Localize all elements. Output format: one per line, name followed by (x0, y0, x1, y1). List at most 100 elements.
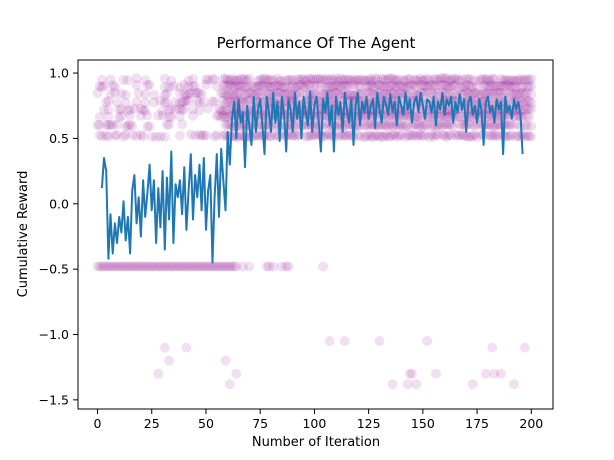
scatter-point (385, 81, 396, 92)
scatter-point (92, 261, 103, 272)
scatter-point (428, 80, 439, 91)
scatter-point (450, 90, 461, 100)
scatter-point (331, 80, 342, 91)
scatter-point (140, 105, 151, 116)
y-tick-label: 1.0 (49, 66, 69, 81)
scatter-point (188, 110, 198, 121)
scatter-point (522, 130, 532, 141)
scatter-point (315, 89, 326, 100)
scatter-point (326, 95, 337, 106)
scatter-point (441, 81, 452, 91)
scatter-point (400, 132, 411, 143)
scatter-point (411, 81, 422, 92)
scatter-point (398, 121, 409, 132)
scatter-point (404, 130, 415, 141)
scatter-point (302, 79, 313, 90)
scatter-point (292, 131, 303, 141)
scatter-point (478, 88, 489, 99)
scatter-point (515, 73, 526, 84)
scatter-point (151, 261, 162, 272)
scatter-point (268, 261, 279, 272)
scatter-point (220, 80, 231, 91)
scatter-point (131, 97, 142, 107)
scatter-point (214, 261, 224, 272)
scatter-point (129, 261, 140, 272)
scatter-point (194, 105, 205, 116)
scatter-point (381, 120, 391, 131)
scatter-point (417, 75, 428, 86)
scatter-point (233, 75, 244, 86)
scatter-point (237, 261, 248, 272)
scatter-point (387, 130, 398, 141)
scatter-point (443, 81, 454, 92)
scatter-point (452, 131, 463, 141)
scatter-point (146, 131, 157, 142)
scatter-point (415, 130, 426, 141)
scatter-point (222, 96, 233, 107)
scatter-point (339, 75, 350, 85)
scatter-point (504, 88, 515, 99)
scatter-point (224, 261, 235, 272)
scatter-point (439, 73, 450, 84)
scatter-point (248, 81, 259, 92)
scatter-point (411, 379, 422, 390)
scatter-point (328, 87, 339, 98)
scatter-point (313, 74, 324, 85)
scatter-point (112, 119, 122, 130)
scatter-point (94, 261, 105, 272)
scatter-point (159, 261, 170, 272)
scatter-point (400, 75, 411, 86)
scatter-point (491, 87, 502, 98)
scatter-point (99, 261, 109, 272)
scatter-point (242, 75, 253, 86)
scatter-point (422, 120, 433, 131)
scatter-point (411, 89, 422, 100)
scatter-point (244, 73, 255, 84)
scatter-point (194, 129, 205, 140)
scatter-point (125, 119, 136, 130)
scatter-point (480, 368, 491, 379)
scatter-point (344, 81, 355, 92)
scatter-point (109, 81, 120, 92)
scatter-point (506, 89, 517, 100)
scatter-point (402, 111, 413, 122)
scatter-point (138, 131, 149, 142)
scatter-point (378, 89, 389, 99)
scatter-point (135, 110, 146, 121)
scatter-point (276, 75, 287, 86)
scatter-point (322, 73, 333, 84)
scatter-point (144, 121, 155, 132)
scatter-point (222, 261, 233, 272)
scatter-point (333, 131, 344, 142)
scatter-point (474, 75, 485, 86)
scatter-point (452, 74, 463, 85)
scatter-point (341, 130, 352, 141)
scatter-point (469, 130, 480, 141)
scatter-point (315, 74, 326, 85)
scatter-point (517, 129, 528, 140)
scatter-point (216, 261, 227, 272)
scatter-point (109, 261, 120, 272)
scatter-point (404, 368, 415, 379)
scatter-point (519, 74, 530, 85)
scatter-point (387, 121, 398, 132)
scatter-point (506, 82, 517, 92)
scatter-point (467, 379, 478, 390)
scatter-point (409, 74, 420, 85)
scatter-point (515, 88, 526, 98)
scatter-point (237, 74, 248, 85)
scatter-point (268, 75, 279, 86)
scatter-point (283, 74, 294, 85)
scatter-point (233, 87, 244, 98)
scatter-point (365, 131, 376, 142)
scatter-point (198, 130, 209, 141)
scatter-point (487, 130, 498, 141)
scatter-point (320, 82, 331, 92)
scatter-point (294, 87, 305, 98)
scatter-point (381, 81, 391, 92)
scatter-point (482, 81, 493, 92)
scatter-point (509, 379, 519, 390)
scatter-point (142, 261, 153, 272)
scatter-point (183, 95, 194, 106)
x-tick-label: 75 (252, 416, 268, 431)
